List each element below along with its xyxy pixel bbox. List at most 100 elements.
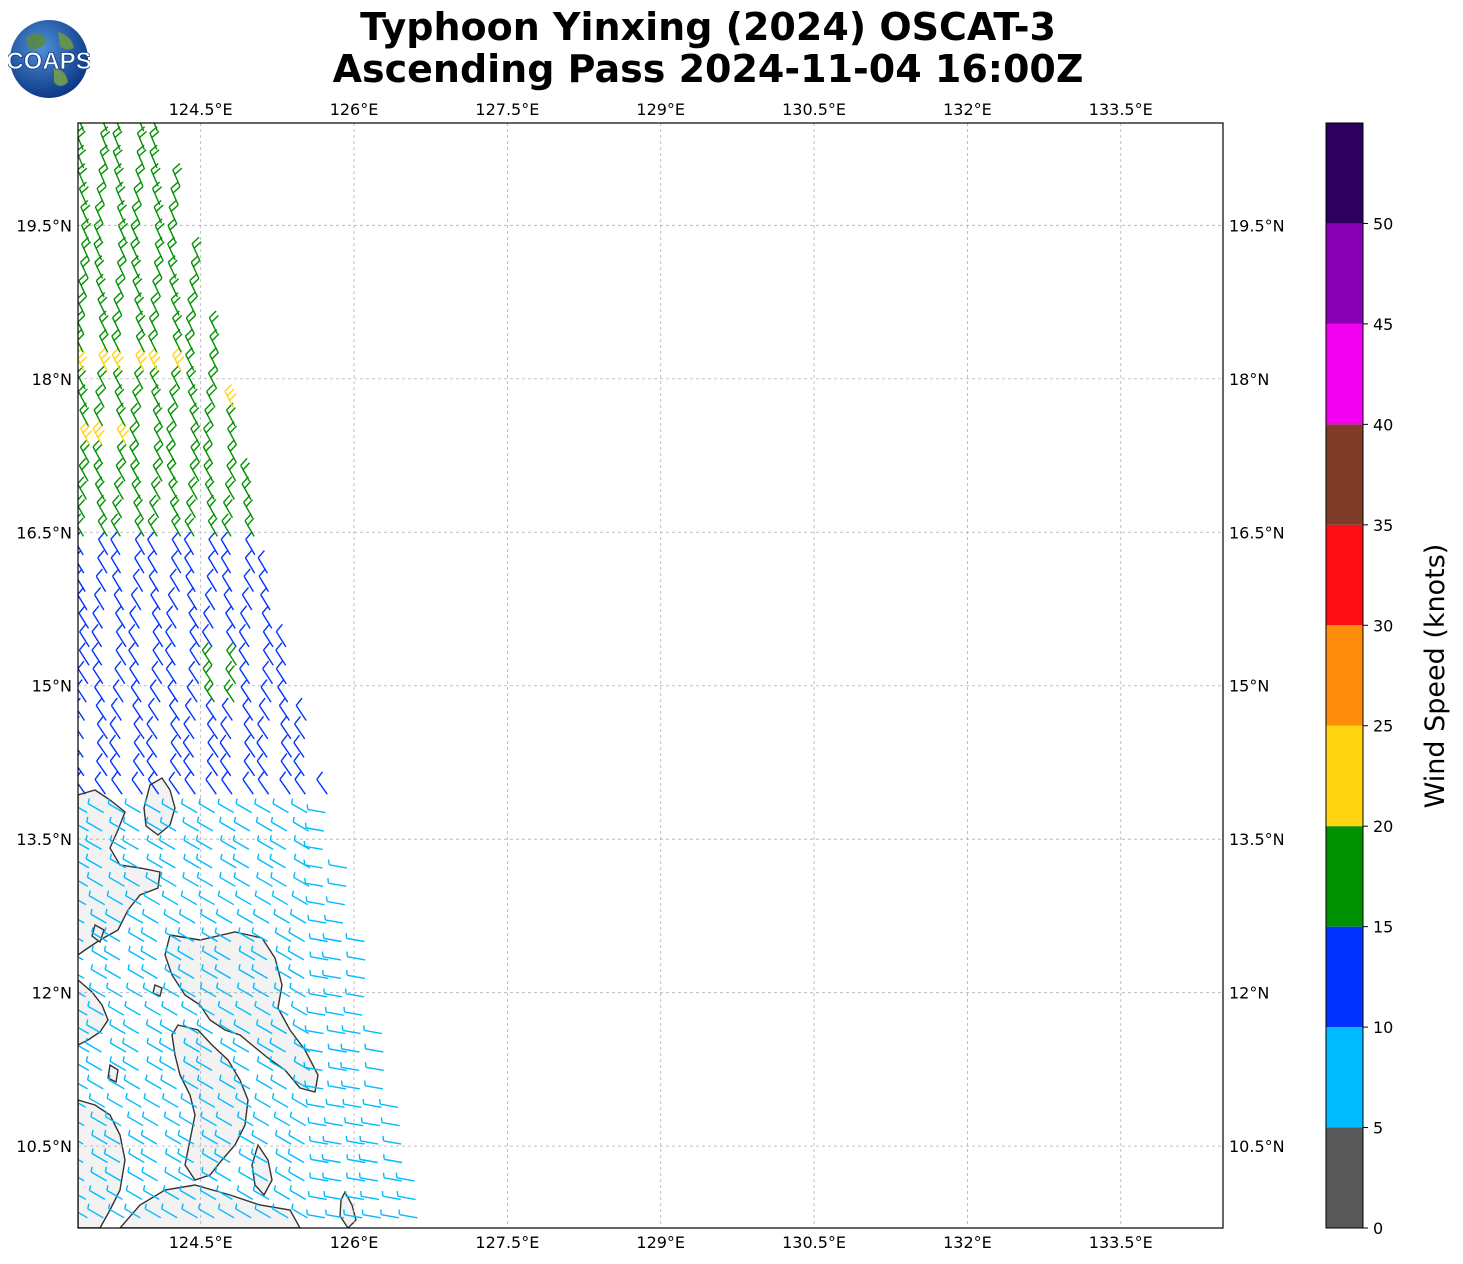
wind-barb [116,255,127,279]
wind-barb [147,697,159,721]
wind-barb [90,1111,107,1127]
wind-barb [219,872,236,887]
wind-barb [242,771,254,795]
wind-barb [168,771,180,795]
wind-barb [252,1111,270,1127]
wind-barb [243,716,255,740]
wind-barb [116,439,127,464]
wind-barb [275,945,293,961]
wind-barb [202,439,213,464]
wind-barb [275,642,287,666]
wind-barb [239,605,251,629]
wind-barb [184,697,196,721]
wind-barb [243,494,254,519]
wind-barb [78,1042,90,1053]
colorbar-tick-label: 20 [1373,817,1393,836]
wind-barb [126,908,144,924]
wind-barb [182,1074,199,1090]
wind-barb [251,1129,268,1145]
wind-barb [163,1111,181,1127]
wind-barb [245,531,256,556]
wind-barb [217,1000,235,1016]
wind-barb [114,660,126,685]
wind-barb [162,1185,180,1201]
wind-barb [144,798,161,814]
wind-barb [280,753,292,777]
wind-barb [94,476,105,500]
wind-barb [271,1203,289,1219]
wind-barb [95,568,107,592]
colorbar-tick-label: 10 [1373,1018,1393,1037]
wind-barb [162,982,180,998]
wind-barb [293,753,305,777]
wind-barb [256,835,274,851]
wind-barb [97,531,109,556]
wind-barb [94,199,105,224]
wind-barb [103,1148,121,1164]
wind-barb [236,1185,254,1201]
wind-barb [165,439,176,464]
wind-barb [201,1129,219,1145]
wind-barb [323,1117,343,1127]
wind-barb [85,853,103,869]
wind-barb [92,660,104,685]
colorbar-segment [1326,223,1363,324]
wind-barb [78,821,89,832]
coaps-logo: COAPS [8,20,90,98]
wind-barb [234,890,252,906]
wind-barb [221,771,233,795]
wind-barb [115,457,126,482]
wind-barb [180,1093,198,1108]
wind-barb [327,1043,347,1053]
wind-barb [151,181,163,206]
wind-barb [113,123,122,132]
wind-barb [113,292,124,316]
wind-barb [146,753,158,777]
wind-barb [98,347,111,371]
wind-barb [269,1056,286,1072]
wind-barb [78,1023,90,1035]
wind-barb [88,1185,106,1201]
wind-barb [185,494,197,519]
wind-barb [226,642,237,666]
colorbar-segment [1326,725,1363,827]
lon-tick-label-bottom: 130.5°E [782,1233,846,1252]
wind-barb [219,1074,236,1090]
wind-barb [181,1000,198,1016]
wind-barb [287,1148,305,1164]
wind-barb [167,586,179,611]
wind-barb [204,586,216,611]
wind-barb [127,1129,145,1145]
wind-barb [164,945,182,961]
wind-barb [273,908,290,924]
wind-barb [304,877,324,887]
wind-barb [127,1166,144,1182]
wind-barb [168,697,181,721]
wind-barb [201,964,218,980]
wind-barb [217,1093,235,1108]
wind-barb [287,945,305,961]
wind-barb [182,1019,200,1035]
wind-barb [107,1000,125,1016]
wind-barb [133,494,144,519]
land-bicol [78,789,161,956]
wind-barb [238,945,256,961]
wind-barb [78,531,84,556]
wind-barb [303,859,323,869]
wind-barb [227,439,238,464]
colorbar-tick-label: 30 [1373,616,1393,635]
wind-barb [244,734,256,758]
wind-barb [344,988,365,998]
wind-barb [97,292,108,316]
wind-barb [198,1000,215,1016]
wind-barb [288,927,305,943]
wind-barb [191,236,202,261]
wind-barb [78,1116,85,1127]
wind-barb [219,734,231,758]
wind-barb [307,988,328,998]
land-leyte [171,1024,249,1181]
wind-barb [158,835,176,851]
wind-barb [141,1111,159,1127]
wind-barb [364,1062,384,1072]
wind-barb [269,835,287,851]
